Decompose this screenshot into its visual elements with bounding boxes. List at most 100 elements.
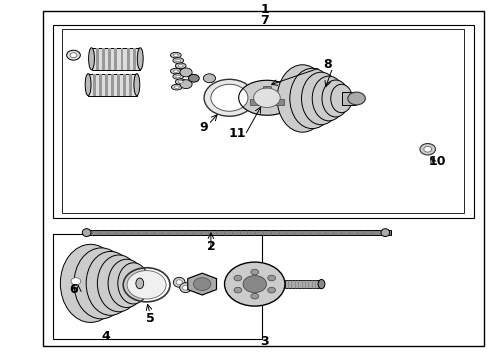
Bar <box>285 280 321 288</box>
Ellipse shape <box>85 74 91 96</box>
Ellipse shape <box>290 68 335 129</box>
Ellipse shape <box>301 72 341 125</box>
Ellipse shape <box>176 75 181 78</box>
Ellipse shape <box>89 48 95 70</box>
Ellipse shape <box>82 229 91 237</box>
Ellipse shape <box>74 248 128 319</box>
Bar <box>52 25 474 219</box>
Polygon shape <box>239 80 295 115</box>
Bar <box>129 74 132 96</box>
Ellipse shape <box>211 84 248 111</box>
Bar <box>126 48 129 70</box>
Bar <box>263 86 271 92</box>
Ellipse shape <box>180 283 192 293</box>
Ellipse shape <box>348 92 366 105</box>
Ellipse shape <box>189 75 199 82</box>
Ellipse shape <box>251 269 259 275</box>
Ellipse shape <box>171 68 181 74</box>
Ellipse shape <box>277 65 328 132</box>
Bar <box>88 74 137 96</box>
Ellipse shape <box>420 144 436 155</box>
Bar <box>250 99 259 105</box>
Ellipse shape <box>98 255 140 312</box>
Ellipse shape <box>137 48 143 70</box>
Text: 3: 3 <box>260 335 269 348</box>
Bar <box>121 48 123 70</box>
Bar <box>92 48 140 70</box>
Ellipse shape <box>268 275 275 281</box>
Bar <box>115 48 117 70</box>
Ellipse shape <box>243 275 267 293</box>
Ellipse shape <box>118 263 149 304</box>
Ellipse shape <box>318 279 325 289</box>
Ellipse shape <box>71 278 81 285</box>
Text: 5: 5 <box>146 312 154 325</box>
Ellipse shape <box>234 287 242 293</box>
Bar <box>99 74 102 96</box>
Bar <box>52 234 262 339</box>
Ellipse shape <box>331 84 352 113</box>
Bar <box>87 230 391 235</box>
Bar <box>62 28 464 213</box>
Bar <box>102 48 105 70</box>
Ellipse shape <box>171 52 181 58</box>
Bar <box>105 74 108 96</box>
Ellipse shape <box>424 147 432 152</box>
Ellipse shape <box>381 229 390 237</box>
Ellipse shape <box>234 275 242 281</box>
Ellipse shape <box>172 84 182 90</box>
Ellipse shape <box>136 278 144 289</box>
Bar <box>93 74 96 96</box>
Ellipse shape <box>254 88 280 108</box>
Bar <box>87 230 391 235</box>
Ellipse shape <box>322 80 349 117</box>
Ellipse shape <box>127 271 166 299</box>
Ellipse shape <box>174 86 179 88</box>
Text: 9: 9 <box>199 121 208 134</box>
Ellipse shape <box>194 278 211 291</box>
Ellipse shape <box>70 53 77 58</box>
Text: 6: 6 <box>69 283 78 296</box>
Ellipse shape <box>268 287 275 293</box>
Ellipse shape <box>134 74 140 96</box>
Ellipse shape <box>175 63 186 69</box>
Bar <box>96 48 99 70</box>
Ellipse shape <box>183 285 189 290</box>
Ellipse shape <box>178 64 183 67</box>
Bar <box>133 48 136 70</box>
Ellipse shape <box>60 244 121 323</box>
Ellipse shape <box>86 251 135 315</box>
Text: 4: 4 <box>102 330 111 343</box>
Text: 11: 11 <box>229 127 246 140</box>
Ellipse shape <box>251 293 259 299</box>
Bar <box>108 48 111 70</box>
Text: 1: 1 <box>260 3 269 15</box>
Ellipse shape <box>178 81 183 83</box>
Ellipse shape <box>224 262 285 306</box>
Ellipse shape <box>203 74 216 83</box>
Ellipse shape <box>66 274 86 288</box>
Bar <box>117 74 120 96</box>
Text: 8: 8 <box>323 58 332 71</box>
Ellipse shape <box>312 76 345 121</box>
Text: 7: 7 <box>260 14 269 27</box>
Ellipse shape <box>173 54 178 57</box>
Ellipse shape <box>173 58 184 63</box>
Ellipse shape <box>180 80 192 89</box>
Bar <box>111 74 114 96</box>
Ellipse shape <box>173 70 178 72</box>
Ellipse shape <box>67 50 80 60</box>
Ellipse shape <box>180 68 192 77</box>
Ellipse shape <box>173 74 184 79</box>
Ellipse shape <box>176 59 181 62</box>
Text: 10: 10 <box>429 155 446 168</box>
Bar <box>275 99 284 105</box>
Ellipse shape <box>108 259 145 307</box>
Ellipse shape <box>175 79 186 85</box>
Bar <box>123 74 126 96</box>
Polygon shape <box>188 273 217 295</box>
Ellipse shape <box>173 277 185 287</box>
Bar <box>343 92 356 105</box>
Ellipse shape <box>204 79 255 116</box>
Text: 2: 2 <box>206 240 215 253</box>
